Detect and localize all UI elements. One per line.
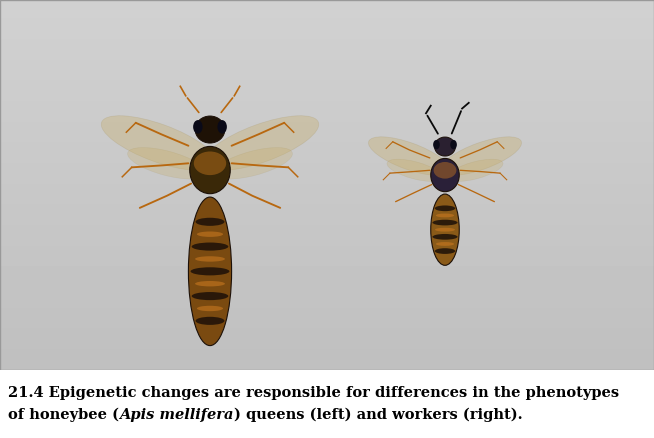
Ellipse shape	[432, 234, 458, 240]
Ellipse shape	[197, 232, 223, 237]
Ellipse shape	[195, 116, 225, 143]
Ellipse shape	[431, 159, 459, 192]
Text: ) queens (left) and workers (right).: ) queens (left) and workers (right).	[233, 408, 522, 422]
Ellipse shape	[432, 220, 458, 226]
Ellipse shape	[436, 242, 454, 246]
Ellipse shape	[204, 116, 318, 170]
Text: Apis mellifera: Apis mellifera	[119, 408, 233, 422]
Ellipse shape	[190, 267, 230, 276]
Ellipse shape	[190, 146, 230, 194]
Ellipse shape	[435, 228, 455, 232]
Ellipse shape	[450, 140, 457, 149]
Ellipse shape	[195, 256, 225, 261]
Ellipse shape	[197, 306, 223, 311]
Ellipse shape	[434, 137, 455, 156]
Ellipse shape	[196, 218, 224, 226]
Ellipse shape	[368, 137, 449, 175]
Ellipse shape	[192, 243, 228, 251]
Ellipse shape	[441, 137, 521, 175]
Ellipse shape	[433, 140, 439, 149]
Text: of honeybee (: of honeybee (	[8, 408, 119, 422]
Ellipse shape	[192, 292, 228, 300]
Ellipse shape	[128, 148, 206, 179]
Ellipse shape	[195, 281, 225, 286]
Ellipse shape	[194, 152, 226, 175]
Ellipse shape	[101, 116, 216, 170]
Ellipse shape	[387, 159, 442, 181]
Ellipse shape	[431, 194, 459, 265]
Ellipse shape	[193, 120, 203, 134]
Ellipse shape	[217, 120, 227, 134]
Ellipse shape	[435, 248, 455, 254]
Ellipse shape	[435, 205, 455, 211]
Ellipse shape	[214, 148, 292, 179]
Ellipse shape	[196, 317, 224, 325]
Text: 21.4 Epigenetic changes are responsible for differences in the phenotypes: 21.4 Epigenetic changes are responsible …	[8, 386, 619, 400]
Ellipse shape	[188, 197, 232, 346]
Ellipse shape	[448, 159, 503, 181]
Ellipse shape	[434, 162, 456, 179]
Ellipse shape	[436, 214, 454, 217]
